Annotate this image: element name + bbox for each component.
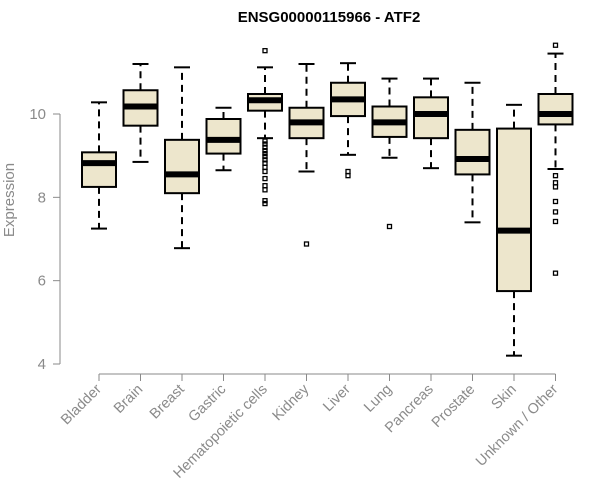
outlier-point [262, 183, 268, 189]
outlier-point [262, 157, 268, 163]
box-group [288, 63, 325, 247]
box-group [81, 101, 117, 230]
outlier-point [552, 180, 559, 186]
outlier-point [345, 173, 351, 179]
outlier-point [303, 241, 310, 247]
outlier-point [262, 144, 268, 150]
outlier-point [552, 42, 559, 48]
box-group [247, 48, 283, 207]
outlier-point [262, 160, 268, 166]
box-group [413, 77, 449, 170]
boxes-layer [81, 42, 574, 357]
y-tick-label: 8 [38, 189, 46, 206]
x-tick-label: Lung [361, 382, 395, 416]
outlier-point [552, 198, 559, 205]
x-tick-label: Bladder [58, 381, 105, 428]
x-tick-label: Brain [111, 382, 146, 417]
outlier-point [262, 148, 268, 154]
outlier-point [262, 168, 268, 175]
iqr-box [537, 93, 574, 126]
y-axis-label: Expression [1, 163, 18, 237]
box-group [371, 77, 408, 230]
outlier-point [552, 184, 559, 190]
box-group [454, 81, 491, 224]
outlier-point [552, 209, 559, 215]
outlier-point [552, 173, 559, 179]
y-tick-label: 4 [38, 356, 46, 373]
outlier-point [262, 150, 268, 157]
box-group [537, 42, 574, 276]
x-tick-label: Kidney [270, 381, 313, 424]
outlier-point [386, 223, 393, 230]
box-group [122, 63, 159, 163]
outlier-point [262, 153, 268, 160]
box-group [164, 66, 200, 250]
x-tick-label: Skin [489, 382, 520, 413]
box-group [330, 62, 366, 179]
iqr-box [164, 138, 200, 195]
outlier-point [262, 141, 268, 147]
outlier-point [262, 200, 268, 207]
iqr-box [205, 118, 242, 155]
iqr-box [81, 151, 117, 188]
x-tick-label: Liver [320, 381, 354, 415]
box-group [205, 106, 242, 172]
y-tick-label: 6 [38, 273, 46, 290]
iqr-box [496, 127, 532, 293]
outlier-point [345, 168, 351, 175]
x-tick-label: Prostate [429, 382, 478, 431]
outlier-point [262, 198, 268, 204]
outlier-point [552, 218, 559, 225]
outlier-point [262, 175, 268, 182]
iqr-box [454, 128, 491, 176]
outlier-point [552, 270, 559, 276]
y-axis: 4 6 8 10 [29, 106, 61, 373]
y-tick-label: 10 [29, 106, 46, 123]
x-tick-label: Breast [147, 382, 188, 423]
iqr-box [413, 96, 449, 140]
chart-title: ENSG00000115966 - ATF2 [238, 9, 421, 26]
outlier-point [262, 187, 268, 193]
outlier-point [262, 48, 268, 54]
box-group [496, 103, 532, 357]
outlier-point [262, 164, 268, 170]
outlier-point [262, 138, 268, 144]
